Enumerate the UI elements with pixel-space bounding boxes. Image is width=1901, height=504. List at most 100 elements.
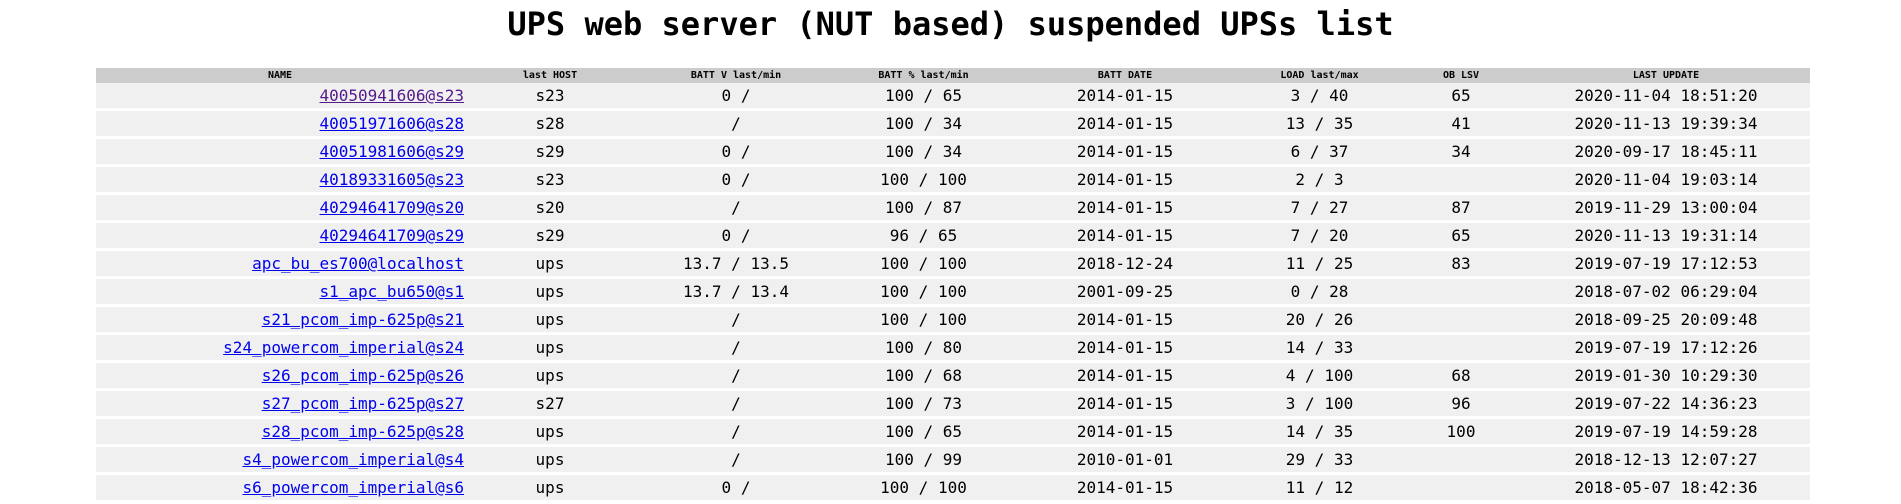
host-cell: s23	[464, 83, 636, 111]
ups-name-link[interactable]: 40189331605@s23	[319, 170, 465, 189]
ups-name-link[interactable]: s21_pcom_imp-625p@s21	[261, 310, 464, 329]
batt-date-cell: 2010-01-01	[1011, 447, 1239, 475]
ob-lsv-cell	[1400, 167, 1522, 195]
load-cell: 3 / 40	[1239, 83, 1400, 111]
host-cell: ups	[464, 419, 636, 447]
batt-date-cell: 2014-01-15	[1011, 223, 1239, 251]
batt-pct-cell: 100 / 65	[836, 83, 1011, 111]
ob-lsv-cell: 68	[1400, 363, 1522, 391]
batt-date-cell: 2014-01-15	[1011, 391, 1239, 419]
host-cell: s27	[464, 391, 636, 419]
load-cell: 4 / 100	[1239, 363, 1400, 391]
header-batt-pct: BATT % last/min	[836, 68, 1011, 83]
load-cell: 3 / 100	[1239, 391, 1400, 419]
ups-name-link[interactable]: 40051981606@s29	[319, 142, 465, 161]
table-row: s6_powercom_imperial@s6 ups 0 /100 / 100 20…	[96, 475, 1810, 503]
batt-pct-cell: 100 / 87	[836, 195, 1011, 223]
ups-name-link[interactable]: s1_apc_bu650@s1	[319, 282, 465, 301]
ob-lsv-cell: 65	[1400, 223, 1522, 251]
name-cell: apc_bu_es700@localhost	[96, 251, 464, 279]
last-update-cell: 2019-07-19 14:59:28	[1522, 419, 1810, 447]
host-cell: s28	[464, 111, 636, 139]
batt-pct-cell: 100 / 100	[836, 475, 1011, 503]
batt-pct-cell: 100 / 68	[836, 363, 1011, 391]
last-update-cell: 2020-11-13 19:39:34	[1522, 111, 1810, 139]
last-update-cell: 2019-01-30 10:29:30	[1522, 363, 1810, 391]
batt-pct-cell: 100 / 100	[836, 279, 1011, 307]
last-update-cell: 2018-07-02 06:29:04	[1522, 279, 1810, 307]
batt-v-cell: /	[636, 363, 836, 391]
last-update-cell: 2018-12-13 12:07:27	[1522, 447, 1810, 475]
name-cell: s27_pcom_imp-625p@s27	[96, 391, 464, 419]
ob-lsv-cell	[1400, 335, 1522, 363]
name-cell: s1_apc_bu650@s1	[96, 279, 464, 307]
host-cell: ups	[464, 307, 636, 335]
table-row: s26_pcom_imp-625p@s26 ups/100 / 68 2014-01…	[96, 363, 1810, 391]
header-last-host: last HOST	[464, 68, 636, 83]
name-cell: s26_pcom_imp-625p@s26	[96, 363, 464, 391]
last-update-cell: 2019-07-22 14:36:23	[1522, 391, 1810, 419]
batt-v-cell: /	[636, 195, 836, 223]
table-row: s21_pcom_imp-625p@s21 ups/100 / 100 2014-0…	[96, 307, 1810, 335]
host-cell: ups	[464, 447, 636, 475]
ups-name-link[interactable]: s27_pcom_imp-625p@s27	[261, 394, 464, 413]
batt-pct-cell: 96 / 65	[836, 223, 1011, 251]
batt-date-cell: 2001-09-25	[1011, 279, 1239, 307]
ob-lsv-cell: 83	[1400, 251, 1522, 279]
ups-name-link[interactable]: 40050941606@s23	[319, 86, 465, 105]
batt-date-cell: 2014-01-15	[1011, 83, 1239, 111]
ob-lsv-cell: 87	[1400, 195, 1522, 223]
table-row: s27_pcom_imp-625p@s27 s27/100 / 73 2014-01…	[96, 391, 1810, 419]
ob-lsv-cell: 100	[1400, 419, 1522, 447]
last-update-cell: 2019-07-19 17:12:53	[1522, 251, 1810, 279]
batt-pct-cell: 100 / 100	[836, 167, 1011, 195]
ups-name-link[interactable]: s6_powercom_imperial@s6	[242, 478, 464, 497]
load-cell: 6 / 37	[1239, 139, 1400, 167]
load-cell: 2 / 3	[1239, 167, 1400, 195]
table-row: 40294641709@s29 s29 0 /96 / 65 2014-01-15 7 …	[96, 223, 1810, 251]
host-cell: ups	[464, 475, 636, 503]
batt-pct-cell: 100 / 34	[836, 111, 1011, 139]
batt-v-cell: /	[636, 335, 836, 363]
name-cell: s21_pcom_imp-625p@s21	[96, 307, 464, 335]
load-cell: 0 / 28	[1239, 279, 1400, 307]
ups-name-link[interactable]: apc_bu_es700@localhost	[252, 254, 464, 273]
batt-date-cell: 2014-01-15	[1011, 335, 1239, 363]
table-header-row: NAME last HOST BATT V last/min BATT % la…	[96, 68, 1810, 83]
host-cell: s29	[464, 139, 636, 167]
batt-pct-cell: 100 / 80	[836, 335, 1011, 363]
batt-v-cell: /	[636, 419, 836, 447]
ob-lsv-cell	[1400, 447, 1522, 475]
ups-name-link[interactable]: 40051971606@s28	[319, 114, 465, 133]
name-cell: 40189331605@s23	[96, 167, 464, 195]
name-cell: 40294641709@s29	[96, 223, 464, 251]
name-cell: s4_powercom_imperial@s4	[96, 447, 464, 475]
ups-name-link[interactable]: s28_pcom_imp-625p@s28	[261, 422, 464, 441]
batt-date-cell: 2014-01-15	[1011, 111, 1239, 139]
page-title: UPS web server (NUT based) suspended UPS…	[507, 5, 1394, 43]
table-row: 40051981606@s29 s29 0 /100 / 34 2014-01-15 6…	[96, 139, 1810, 167]
ups-name-link[interactable]: 40294641709@s29	[319, 226, 465, 245]
batt-pct-cell: 100 / 99	[836, 447, 1011, 475]
batt-v-cell: /	[636, 111, 836, 139]
header-batt-date: BATT DATE	[1011, 68, 1239, 83]
load-cell: 29 / 33	[1239, 447, 1400, 475]
ups-name-link[interactable]: s4_powercom_imperial@s4	[242, 450, 464, 469]
last-update-cell: 2018-09-25 20:09:48	[1522, 307, 1810, 335]
ob-lsv-cell	[1400, 307, 1522, 335]
table-row: 40189331605@s23 s23 0 /100 / 100 2014-01-15…	[96, 167, 1810, 195]
last-update-cell: 2018-05-07 18:42:36	[1522, 475, 1810, 503]
name-cell: 40050941606@s23	[96, 83, 464, 111]
batt-v-cell: /	[636, 391, 836, 419]
batt-date-cell: 2014-01-15	[1011, 363, 1239, 391]
load-cell: 13 / 35	[1239, 111, 1400, 139]
ups-name-link[interactable]: 40294641709@s20	[319, 198, 465, 217]
table-row: 40051971606@s28 s28/100 / 34 2014-01-15 13 …	[96, 111, 1810, 139]
batt-v-cell: 0 /	[636, 223, 836, 251]
batt-v-cell: 0 /	[636, 475, 836, 503]
table-body: 40050941606@s23 s23 0 /100 / 65 2014-01-15 3…	[96, 83, 1810, 503]
load-cell: 14 / 33	[1239, 335, 1400, 363]
ups-name-link[interactable]: s26_pcom_imp-625p@s26	[261, 366, 464, 385]
batt-date-cell: 2014-01-15	[1011, 195, 1239, 223]
ups-name-link[interactable]: s24_powercom_imperial@s24	[223, 338, 464, 357]
